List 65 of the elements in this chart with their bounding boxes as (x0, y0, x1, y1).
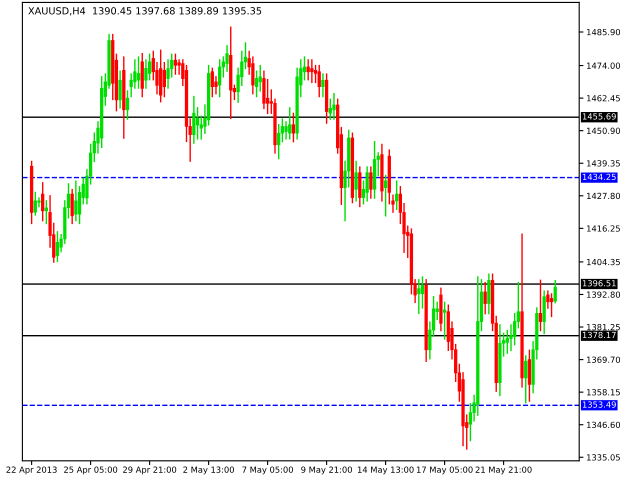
ref-line-label: 1455.69 (582, 113, 616, 120)
y-tick-label: 1474.00 (587, 62, 620, 69)
y-tick-label: 1381.25 (587, 324, 620, 330)
candlestick (74, 180, 78, 222)
candlestick (70, 188, 74, 224)
y-tick-label: 1416.25 (587, 225, 620, 232)
candlestick (162, 62, 166, 98)
candlestick (384, 174, 388, 217)
y-tick-label: 1392.80 (587, 291, 620, 298)
candlestick (118, 70, 122, 109)
candlestick (487, 273, 490, 314)
y-tick-label: 1439.35 (587, 160, 620, 167)
x-tick-label: 21 May 21:00 (476, 466, 532, 474)
y-tick-label: 1358.15 (587, 389, 620, 396)
candlestick (218, 59, 222, 98)
ref-line-label: 1353.49 (582, 401, 616, 408)
y-tick-label: 1427.80 (587, 192, 620, 200)
x-tick-label: 2 May 13:00 (183, 466, 234, 474)
x-tick-label: 25 Apr 05:00 (64, 466, 118, 474)
ref-line-label: 1396.51 (582, 280, 616, 286)
candlestick (192, 96, 196, 144)
x-tick-label: 9 May 21:00 (301, 466, 352, 474)
candlestick (417, 279, 420, 314)
x-tick-label: 22 Apr 2013 (6, 466, 57, 474)
candlestick (524, 355, 528, 404)
candlestick (354, 160, 358, 202)
candlestick (34, 192, 37, 216)
chart-title: XAUUSD,H4 1390.45 1397.68 1389.89 1395.35 (28, 7, 262, 16)
candlestick (395, 180, 398, 210)
x-tick-label: 29 Apr 21:00 (123, 466, 176, 474)
candlestick (41, 182, 44, 222)
candlestick (136, 56, 140, 89)
candlestick (310, 59, 314, 84)
candlestick (288, 107, 292, 140)
x-tick-label: 17 May 05:00 (416, 466, 473, 474)
y-tick-label: 1404.35 (587, 258, 620, 266)
x-tick-label: 7 May 05:00 (242, 466, 293, 474)
candlestick (484, 282, 487, 314)
y-tick-label: 1462.45 (587, 95, 620, 102)
candlestick (266, 78, 270, 114)
candlestick (554, 280, 557, 304)
candlestick (550, 293, 554, 318)
candlestick (366, 166, 369, 202)
candlestick (318, 64, 321, 98)
y-tick-label: 1346.60 (587, 422, 620, 428)
candlestick (292, 112, 296, 142)
candlestick (126, 90, 130, 120)
candlestick (306, 59, 310, 80)
x-tick-label: 14 May 13:00 (358, 466, 414, 474)
y-tick-label: 1369.70 (587, 356, 620, 363)
ref-line-label: 1378.17 (582, 332, 616, 338)
candlestick (332, 93, 336, 120)
y-tick-label: 1450.90 (587, 128, 620, 134)
candlestick (321, 73, 325, 98)
y-tick-label: 1335.05 (587, 454, 620, 461)
ref-line-label: 1434.25 (582, 174, 616, 180)
candlestick (44, 200, 48, 224)
candlestick (538, 280, 542, 332)
candlestick (442, 302, 446, 340)
y-tick-label: 1485.90 (587, 28, 620, 36)
candlestick (284, 121, 288, 140)
candlestick (210, 68, 214, 98)
candlestick (56, 231, 60, 262)
candlestick (196, 107, 200, 140)
candlestick (369, 166, 372, 199)
